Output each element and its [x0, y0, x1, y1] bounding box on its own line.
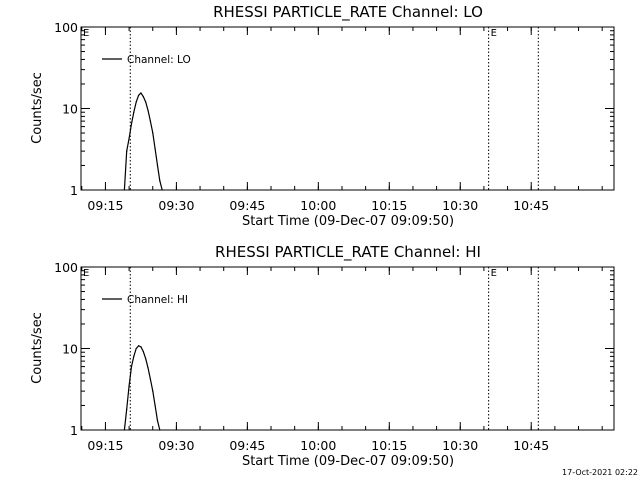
legend-label: Channel: HI	[127, 294, 188, 306]
series-point	[142, 350, 144, 353]
series-point	[152, 390, 154, 392]
chart-panel-lo: RHESSI PARTICLE_RATE Channel: LO Counts/…	[30, 3, 615, 229]
x-tick-label: 10:15	[371, 198, 407, 213]
x-tick-label: 09:30	[158, 198, 194, 213]
chart-title: RHESSI PARTICLE_RATE Channel: LO	[213, 3, 483, 22]
event-marker-label: E	[491, 28, 497, 39]
series-point	[147, 367, 149, 369]
x-tick-label: 09:15	[87, 438, 123, 453]
series-point	[130, 365, 133, 368]
series-point	[159, 429, 161, 431]
series-point	[137, 345, 140, 347]
x-tick-label: 10:00	[300, 438, 336, 453]
series-point	[123, 429, 125, 431]
x-tick-label: 10:15	[371, 438, 407, 453]
y-tick-label: 100	[54, 20, 78, 35]
series-point	[133, 111, 135, 113]
series-point	[123, 189, 125, 191]
event-marker-label: E	[491, 268, 497, 279]
series-point	[147, 109, 149, 111]
series-point	[152, 132, 154, 134]
y-axis-label: Counts/sec	[30, 312, 45, 384]
series-point	[140, 346, 142, 348]
x-tick-label: 10:30	[442, 438, 478, 453]
series-point	[159, 180, 161, 182]
chart-panel-hi: RHESSI PARTICLE_RATE Channel: HI Counts/…	[30, 243, 615, 469]
series-point	[142, 95, 144, 98]
series-point	[128, 385, 130, 387]
x-tick-label: 10:45	[513, 438, 549, 453]
y-axis-label: Counts/sec	[30, 72, 45, 144]
corner-label: E	[83, 28, 89, 39]
series-point	[154, 148, 156, 150]
series-point	[130, 123, 133, 125]
plot-frame	[80, 266, 615, 431]
y-tick-label: 100	[54, 260, 78, 275]
series-point	[145, 358, 147, 360]
y-tick-label: 1	[70, 183, 78, 198]
footer-timestamp: 17-Oct-2021 02:22	[562, 468, 638, 477]
x-tick-label: 09:45	[229, 198, 265, 213]
series-point	[126, 408, 128, 410]
legend-label: Channel: LO	[127, 54, 191, 66]
series-point	[133, 355, 135, 357]
chart-title: RHESSI PARTICLE_RATE Channel: HI	[215, 243, 481, 262]
x-tick-label: 10:00	[300, 198, 336, 213]
series-point	[149, 120, 151, 122]
plot-frame	[80, 26, 615, 191]
x-tick-label: 09:15	[87, 198, 123, 213]
x-tick-label: 09:45	[229, 438, 265, 453]
series-point	[149, 378, 151, 380]
x-axis-label: Start Time (09-Dec-07 09:09:50)	[242, 214, 454, 229]
series-point	[156, 420, 159, 422]
corner-label: E	[83, 268, 89, 279]
series-point	[135, 347, 137, 350]
series-point	[140, 92, 142, 94]
series-point	[128, 137, 130, 139]
series-point	[135, 101, 137, 103]
x-axis-label: Start Time (09-Dec-07 09:09:50)	[242, 454, 454, 469]
x-tick-label: 10:30	[442, 198, 478, 213]
y-tick-label: 1	[70, 423, 78, 438]
x-tick-label: 09:30	[158, 438, 194, 453]
series-point	[156, 164, 159, 167]
series-point	[126, 150, 128, 152]
series-point	[161, 189, 163, 191]
series-point	[145, 101, 147, 103]
series-point	[137, 94, 140, 96]
series-point	[154, 404, 156, 407]
series-line	[123, 345, 161, 431]
y-tick-label: 10	[62, 342, 78, 357]
x-tick-label: 10:45	[513, 198, 549, 213]
y-tick-label: 10	[62, 102, 78, 117]
